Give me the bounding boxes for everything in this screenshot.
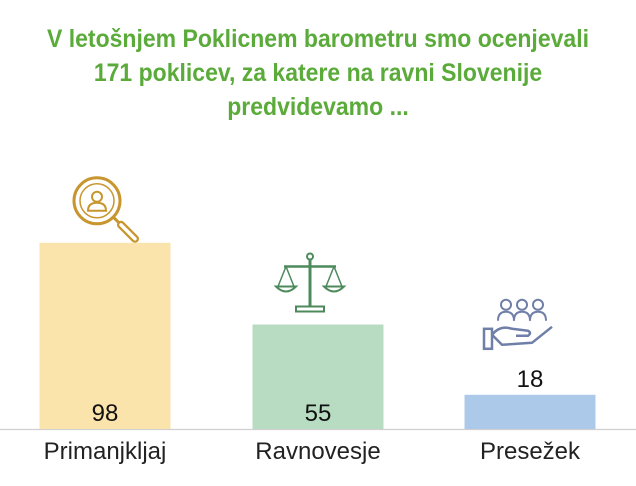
category-label-primanjkljaj: Primanjkljaj: [44, 438, 167, 465]
title-line-1: V letošnjem Poklicnem barometru smo ocen…: [47, 25, 589, 53]
magnifier-person-icon: [72, 176, 139, 243]
title-line-2: 171 poklicev, za katere na ravni Sloveni…: [93, 59, 543, 87]
value-label-ravnovesje: 55: [305, 400, 332, 427]
value-label-presežek: 18: [517, 366, 544, 393]
bar-primanjkljaj: [39, 242, 171, 429]
bar-ravnovesje: [252, 324, 384, 429]
bar-presežek: [464, 394, 596, 429]
title-line-3: predvidevamo ...: [227, 93, 409, 121]
hand-people-icon: [482, 298, 553, 351]
value-label-primanjkljaj: 98: [92, 400, 119, 427]
category-label-presežek: Presežek: [480, 438, 581, 465]
chart-title: V letošnjem Poklicnem barometru smo ocen…: [25, 22, 610, 124]
category-label-ravnovesje: Ravnovesje: [255, 438, 380, 465]
scales-icon: [273, 252, 347, 313]
